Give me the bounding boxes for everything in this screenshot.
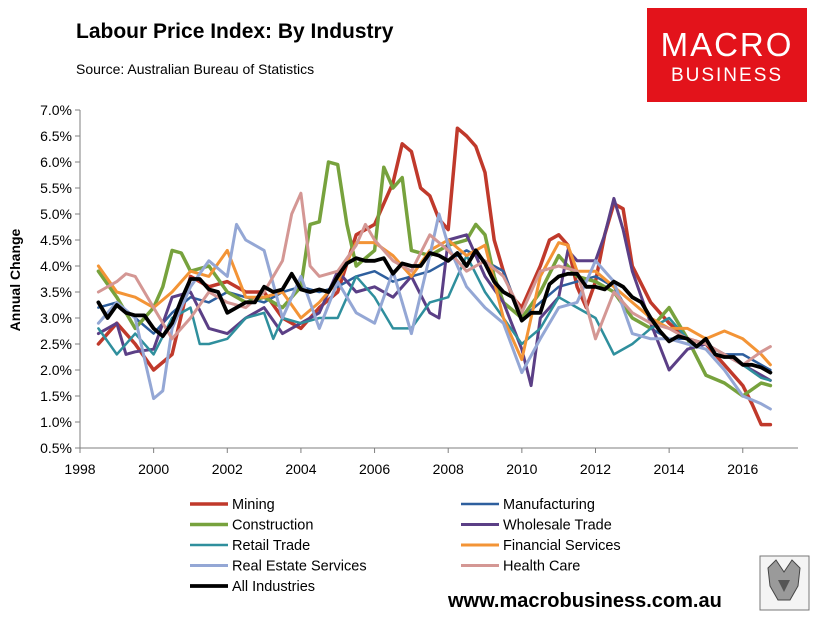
y-tick-label: 2.0% (40, 362, 72, 378)
legend-label-mining: Mining (232, 497, 275, 513)
x-tick-label: 2010 (506, 461, 537, 477)
y-tick-label: 3.5% (40, 284, 72, 300)
x-tick-label: 2002 (212, 461, 243, 477)
wolf-emblem (759, 555, 810, 611)
y-tick-label: 6.5% (40, 128, 72, 144)
logo-line-2: BUSINESS (671, 65, 783, 86)
legend-label-retail-trade: Retail Trade (232, 538, 310, 554)
series-line-financial-services (96, 238, 772, 367)
legend-label-wholesale-trade: Wholesale Trade (503, 518, 612, 534)
legend-label-construction: Construction (232, 518, 313, 534)
page-title: Labour Price Index: By Industry (76, 20, 394, 43)
legend-label-real-estate-services: Real Estate Services (232, 559, 367, 575)
legend-label-financial-services: Financial Services (503, 538, 621, 554)
x-tick-label: 2004 (285, 461, 316, 477)
y-tick-label: 4.0% (40, 258, 72, 274)
y-tick-label: 5.0% (40, 206, 72, 222)
series-line-all-industries (96, 248, 773, 375)
logo-line-1: MACRO (661, 26, 794, 63)
y-axis-label: Annual Change (7, 228, 23, 331)
x-tick-label: 2012 (580, 461, 611, 477)
legend-label-all-industries: All Industries (232, 579, 315, 595)
source-subtitle: Source: Australian Bureau of Statistics (76, 61, 314, 77)
x-tick-label: 2008 (433, 461, 464, 477)
logo-background (647, 8, 807, 102)
x-tick-label: 2000 (138, 461, 169, 477)
y-tick-label: 7.0% (40, 102, 72, 118)
series-line-wholesale-trade (96, 196, 772, 388)
y-tick-label: 3.0% (40, 310, 72, 326)
legend: Mining Manufacturing Construction Wholesale… (190, 497, 621, 595)
y-tick-label: 2.5% (40, 336, 72, 352)
footer-url: www.macrobusiness.com.au (447, 590, 722, 612)
series-line-mining (96, 126, 773, 427)
y-tick-label: 6.0% (40, 154, 72, 170)
y-tick-label: 0.5% (40, 440, 72, 456)
y-tick-label: 1.0% (40, 414, 72, 430)
wolf-snout-icon (778, 580, 790, 592)
legend-label-health-care: Health Care (503, 559, 580, 575)
series-lines (96, 126, 773, 427)
x-tick-label: 2006 (359, 461, 390, 477)
legend-label-manufacturing: Manufacturing (503, 497, 595, 513)
macrobusiness-logo: MACRO BUSINESS (647, 8, 807, 102)
x-tick-label: 2014 (654, 461, 685, 477)
y-tick-label: 1.5% (40, 388, 72, 404)
x-tick-label: 1998 (64, 461, 95, 477)
y-tick-label: 5.5% (40, 180, 72, 196)
y-tick-label: 4.5% (40, 232, 72, 248)
x-tick-label: 2016 (727, 461, 758, 477)
axes: 0.5% 1.0% 1.5% 2.0% 2.5% 3.0% 3.5% 4.0% 4.5% 5.0%… (40, 102, 798, 477)
